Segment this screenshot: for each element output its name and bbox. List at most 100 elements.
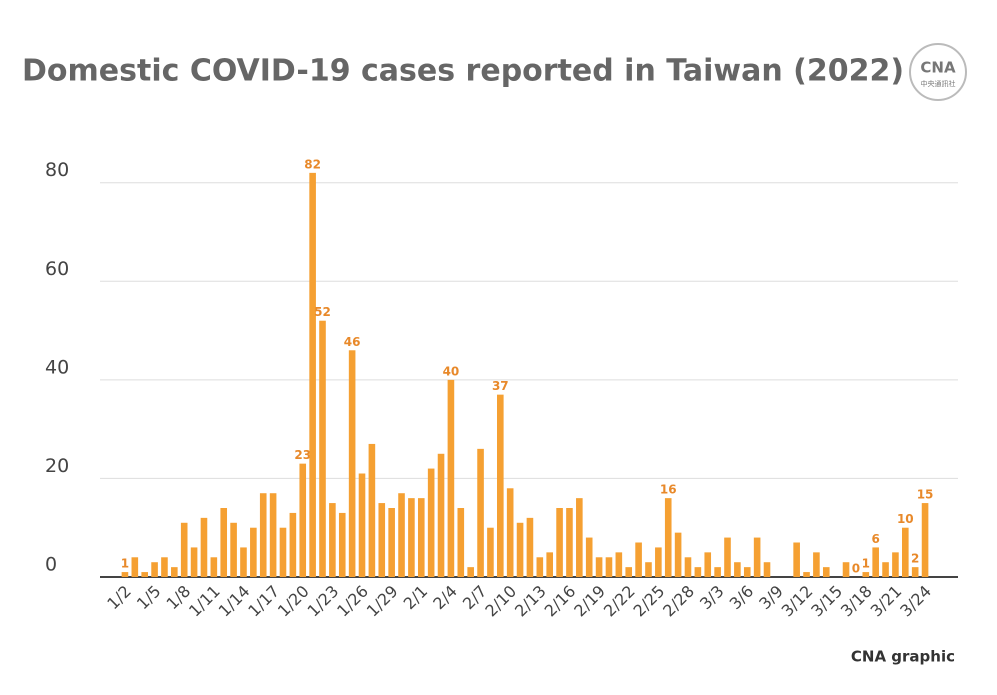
bar [664,498,672,577]
source-note: CNA graphic [851,648,955,666]
bar [842,562,850,577]
chart-title: Domestic COVID-19 cases reported in Taiw… [22,54,904,89]
bar [348,350,356,577]
bar [121,572,129,577]
bar [763,562,771,577]
x-tick-label: 1/17 [244,582,283,621]
bar [398,493,405,577]
bar [615,552,623,577]
bar [151,562,158,577]
svg-text:CNA: CNA [920,59,956,77]
bar [902,527,909,577]
bar [447,379,455,577]
bar [329,503,336,577]
data-label: 15 [917,488,934,502]
bar [724,537,731,577]
bar [862,572,870,577]
x-tick-label: 1/14 [215,582,254,621]
bar [546,552,553,577]
data-label: 46 [344,335,361,349]
y-tick-label: 80 [45,159,69,181]
bar [585,537,593,577]
bar [240,547,247,577]
bar [625,567,633,577]
bar [200,517,208,577]
bar [743,567,751,577]
bar [358,473,366,577]
x-tick-label: 2/25 [630,582,669,621]
bar [417,498,425,577]
bar [576,498,583,577]
data-label: 2 [911,552,919,566]
x-tick-label: 3/6 [726,582,758,614]
bar [921,503,929,577]
bar [655,547,662,577]
x-tick-label: 1/23 [304,582,343,621]
data-label: 23 [294,448,311,462]
bar [368,443,376,577]
x-tick-label: 3/24 [896,582,935,621]
data-label: 37 [492,379,509,393]
bar [516,522,524,577]
bar [674,532,682,577]
bar [319,320,326,577]
data-label: 1 [862,557,870,571]
x-tick-label: 2/22 [600,582,639,621]
bar [250,527,257,577]
bar [714,567,721,577]
bar [536,557,544,577]
x-tick-label: 2/4 [429,582,461,614]
x-tick-label: 3/3 [696,582,728,614]
bar [556,508,563,577]
bar [427,468,435,577]
x-tick-label: 3/21 [867,582,906,621]
bar [437,453,445,577]
data-label: 40 [443,364,460,378]
data-label: 0 [852,562,860,576]
bar [131,557,139,577]
bar [882,562,889,577]
bar [487,527,494,577]
bar [526,517,534,577]
bar [299,463,307,577]
bar [822,567,830,577]
bar [803,572,810,577]
x-tick-label: 2/28 [659,582,698,621]
bar [635,542,642,577]
x-tick-label: 2/16 [541,582,580,621]
data-label: 52 [314,305,331,319]
bar [388,508,395,577]
bar [171,567,178,577]
x-tick-label: 1/26 [333,582,372,621]
bar [457,508,465,577]
bar [279,527,287,577]
bar [704,552,712,577]
bar [595,557,603,577]
bar [190,547,198,577]
x-tick-label: 1/20 [274,582,313,621]
bar [506,488,514,577]
bar [259,493,267,577]
data-label: 10 [897,512,914,526]
bar [467,567,474,577]
data-label: 16 [660,483,677,497]
bar [378,503,386,577]
x-tick-label: 2/13 [511,582,550,621]
bar [911,567,919,577]
bar [753,537,761,577]
bar [566,508,573,577]
x-tick-label: 3/12 [778,582,817,621]
bar [220,508,228,577]
bar [289,512,297,577]
y-tick-label: 0 [45,554,57,576]
bar [230,522,237,577]
x-tick-label: 3/15 [807,582,846,621]
x-tick-label: 1/2 [103,582,135,614]
bar [684,557,692,577]
bar [269,493,277,577]
bar [734,562,741,577]
x-tick-label: 2/19 [570,582,609,621]
data-label: 1 [121,557,129,571]
logo: CNA 中央通訊社 [909,43,967,101]
